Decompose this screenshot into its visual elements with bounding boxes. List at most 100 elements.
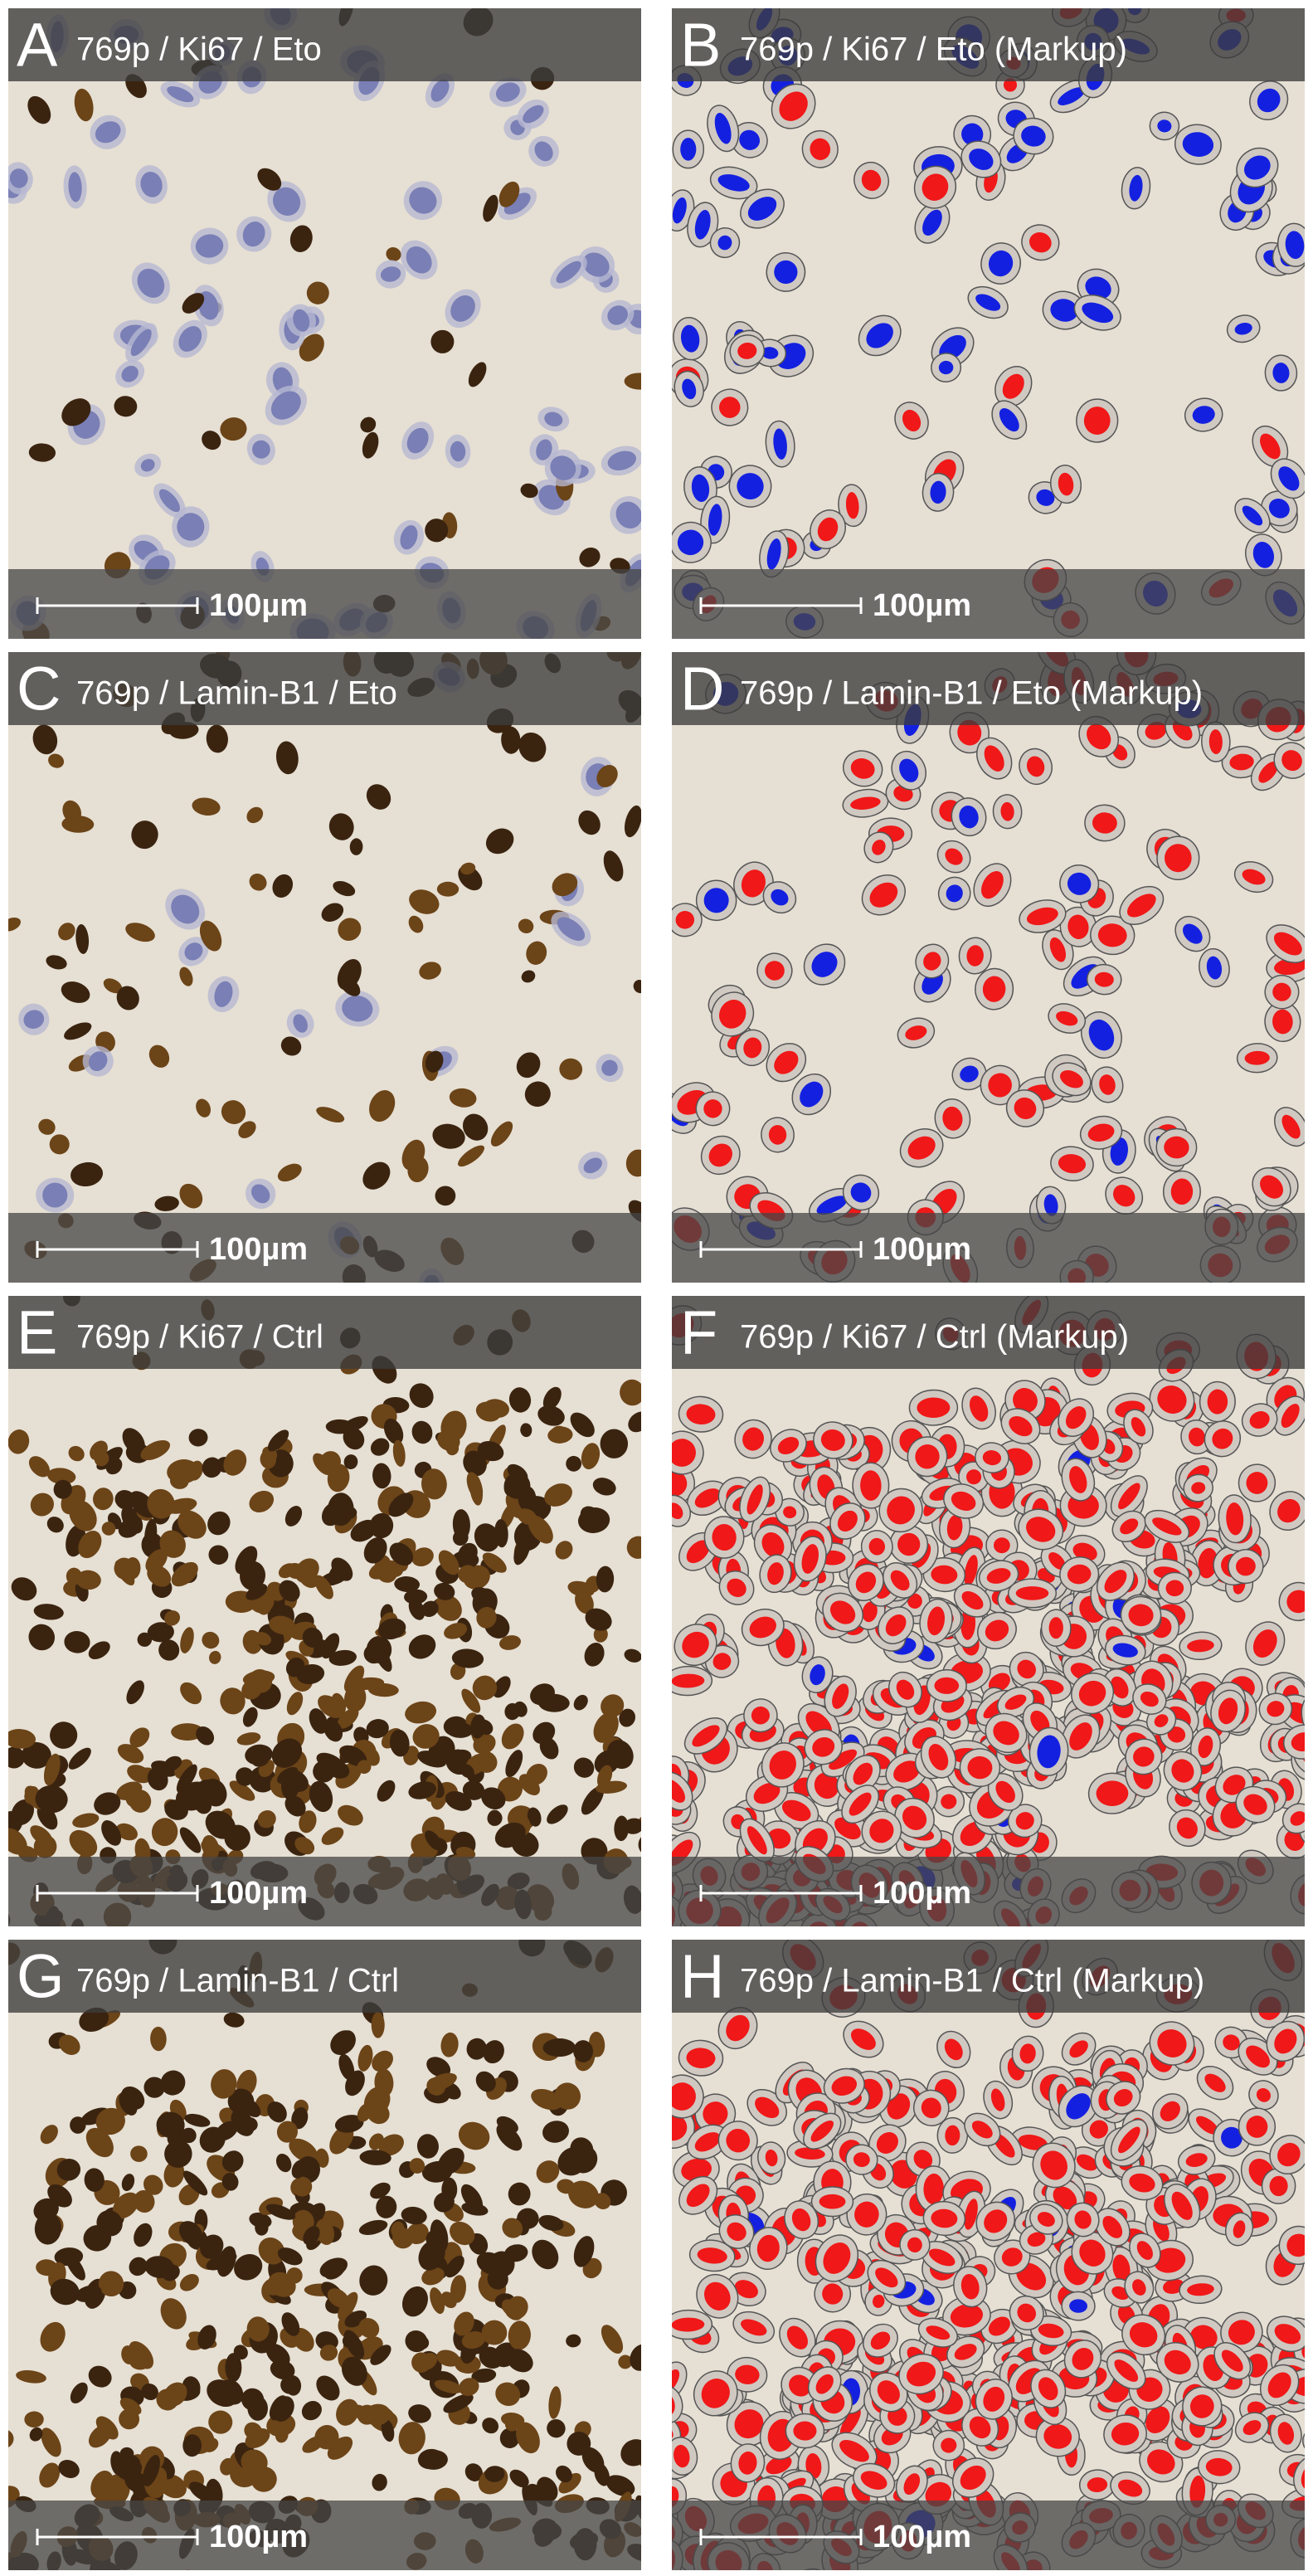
nucleus — [325, 1419, 354, 1434]
nucleus — [197, 1780, 225, 1803]
cell-markup — [686, 2184, 710, 2208]
nucleus — [8, 1729, 36, 1749]
cell-markup — [801, 1544, 819, 1574]
cell-markup — [1278, 466, 1300, 491]
nucleus — [280, 1036, 302, 1056]
cell-markup — [1235, 1556, 1256, 1576]
cell-markup — [837, 1510, 858, 1532]
cell-markup — [816, 1195, 848, 1215]
nucleus — [58, 2460, 80, 2478]
nucleus — [408, 915, 424, 933]
nucleus — [501, 2299, 518, 2315]
cell-outline — [672, 2384, 683, 2423]
cell-markup — [747, 197, 777, 221]
nucleus — [343, 2330, 365, 2359]
nucleus — [293, 1014, 308, 1033]
nucleus — [464, 2463, 483, 2481]
cell-markup — [922, 173, 949, 201]
cell-markup — [1267, 1701, 1285, 1717]
cell-markup — [680, 324, 700, 353]
cell-markup — [1072, 1542, 1097, 1561]
cell-markup — [1133, 1746, 1155, 1767]
nucleus — [125, 923, 155, 942]
nucleus — [84, 2168, 105, 2192]
cell-markup — [1111, 2422, 1140, 2446]
nucleus — [119, 2408, 140, 2430]
cell-markup — [1017, 1659, 1037, 1679]
nucleus — [601, 1059, 618, 1076]
scale-bar-band — [672, 1213, 1305, 1283]
nucleus — [258, 2237, 285, 2265]
nucleus — [450, 2221, 475, 2246]
nucleus — [255, 2219, 269, 2236]
nucleus — [494, 1822, 526, 1848]
nucleus — [337, 1707, 359, 1729]
cell-markup — [984, 2209, 1008, 2233]
cell-markup — [1058, 87, 1085, 105]
nucleus — [40, 2321, 66, 2352]
nucleus — [499, 2427, 520, 2449]
nucleus — [334, 2115, 364, 2133]
nucleus — [411, 1420, 433, 1444]
nucleus — [233, 2345, 248, 2360]
cell-markup — [1246, 2045, 1270, 2068]
nucleus — [460, 862, 476, 875]
cell-markup — [860, 2471, 887, 2491]
nucleus — [236, 1732, 261, 1746]
cell-markup — [905, 1025, 927, 1040]
nucleus — [42, 1182, 68, 1208]
scale-label: 100µm — [209, 1876, 308, 1911]
cell-markup — [737, 342, 757, 359]
nucleus — [468, 362, 487, 387]
nucleus — [38, 1118, 56, 1135]
cell-markup — [1114, 2359, 1139, 2382]
nucleus — [302, 1627, 323, 1648]
cell-markup — [877, 2380, 900, 2404]
cell-markup — [1258, 761, 1278, 783]
cell-markup — [1050, 299, 1078, 322]
nucleus — [181, 2127, 197, 2144]
nucleus — [349, 838, 363, 855]
scale-bar-band — [8, 2501, 641, 2570]
cell-markup — [829, 1600, 856, 1624]
nucleus — [476, 1606, 497, 1629]
cell-markup — [727, 1578, 746, 1598]
cell-markup — [1074, 2210, 1092, 2229]
nucleus — [158, 489, 180, 513]
nucleus — [252, 440, 270, 459]
cell-markup — [1252, 542, 1275, 568]
cell-markup — [885, 1614, 907, 1637]
cell-markup — [822, 2283, 844, 2305]
nucleus — [247, 2395, 268, 2421]
nucleus — [330, 2030, 356, 2055]
cell-markup — [839, 2408, 861, 2437]
cell-markup — [1286, 1590, 1305, 1614]
cell-markup — [1183, 923, 1203, 944]
nucleus — [566, 1455, 582, 1472]
cell-markup — [1244, 155, 1271, 180]
cell-markup — [703, 888, 729, 913]
cell-markup — [1198, 1735, 1213, 1759]
nucleus — [70, 2382, 88, 2404]
cell-markup — [680, 138, 697, 161]
nucleus — [426, 2072, 457, 2091]
cell-markup — [1268, 499, 1290, 519]
scale-label: 100µm — [873, 2520, 971, 2554]
nucleus — [532, 1721, 556, 1745]
cell-markup — [1160, 2101, 1180, 2121]
cell-markup — [839, 2439, 869, 2462]
cell-markup — [1043, 1194, 1058, 1216]
nucleus — [69, 1500, 97, 1531]
nucleus — [619, 1708, 635, 1727]
nucleus — [459, 2378, 479, 2397]
nucleus — [94, 1792, 121, 1815]
panel-title: 769p / Ki67 / Eto — [76, 32, 322, 68]
nucleus — [575, 1590, 594, 1614]
panel-title: 769p / Lamin-B1 / Ctrl — [76, 1963, 399, 1999]
nucleus — [538, 2214, 564, 2232]
cell-markup — [793, 2421, 817, 2441]
cell-markup — [1290, 1811, 1305, 1826]
nucleus — [573, 1757, 595, 1778]
nucleus — [270, 391, 301, 420]
nucleus — [625, 1149, 641, 1177]
